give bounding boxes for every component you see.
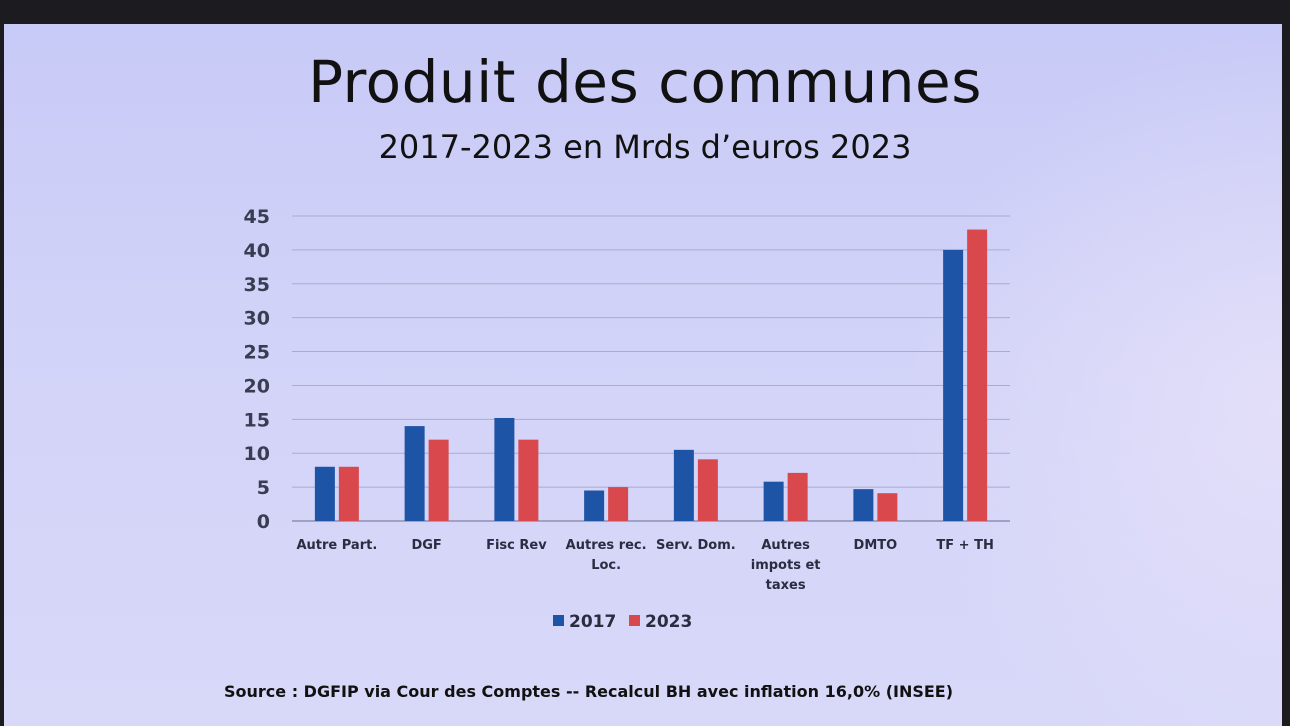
slide-background	[4, 24, 1282, 726]
y-tick-label: 10	[244, 443, 270, 465]
x-category-label: DGF	[411, 538, 441, 553]
x-category-label: Autre Part.	[296, 538, 377, 553]
y-tick-label: 15	[244, 409, 270, 431]
bar-2017-7	[943, 249, 964, 521]
bar-2017-5	[763, 481, 784, 521]
y-tick-label: 0	[257, 511, 270, 533]
legend-swatch-2017	[553, 615, 564, 626]
x-category-label: Serv. Dom.	[656, 538, 736, 553]
bar-2023-5	[787, 472, 808, 521]
y-tick-label: 25	[244, 342, 270, 364]
x-category-label: TF + TH	[936, 538, 993, 553]
x-category-label: Autres rec. Loc.	[566, 538, 647, 573]
y-tick-label: 5	[257, 477, 270, 499]
legend-label-2023: 2023	[645, 612, 692, 632]
y-tick-label: 30	[244, 308, 270, 330]
bar-2023-0	[338, 466, 359, 521]
slide-title: Produit des communes	[308, 48, 982, 116]
bar-2017-2	[494, 417, 515, 521]
bar-2017-0	[314, 466, 335, 521]
bar-2017-3	[584, 490, 605, 521]
bar-2023-2	[518, 439, 539, 521]
legend-swatch-2023	[629, 615, 640, 626]
legend-label-2017: 2017	[569, 612, 616, 632]
x-category-label: Autres impots et taxes	[751, 538, 821, 593]
bar-2023-4	[697, 459, 718, 521]
bar-2017-6	[853, 489, 874, 521]
bar-2023-1	[428, 439, 449, 521]
y-tick-label: 45	[244, 206, 270, 228]
bar-2023-6	[877, 493, 898, 521]
slide-subtitle: 2017-2023 en Mrds d’euros 2023	[378, 128, 912, 166]
x-category-label: Fisc Rev	[486, 538, 547, 553]
y-tick-label: 40	[244, 240, 270, 262]
bar-2017-4	[673, 449, 694, 521]
bar-2023-3	[608, 487, 629, 521]
x-category-label: DMTO	[854, 538, 898, 553]
y-tick-label: 35	[244, 274, 270, 296]
source-note: Source : DGFIP via Cour des Comptes -- R…	[224, 682, 954, 701]
bar-2017-1	[404, 426, 425, 521]
bar-2023-7	[967, 229, 988, 522]
y-tick-label: 20	[244, 375, 270, 397]
